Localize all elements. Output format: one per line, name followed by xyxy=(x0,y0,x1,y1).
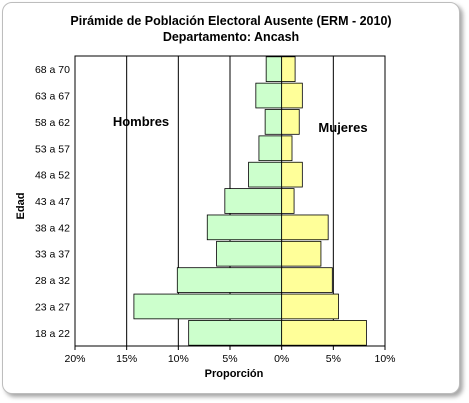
x-tick-label: 20% xyxy=(64,353,85,365)
bar-hombres xyxy=(133,293,283,320)
bar-hombres xyxy=(206,214,283,241)
x-tick-label: 10% xyxy=(374,353,395,365)
bar-mujeres xyxy=(281,214,329,241)
bar-hombres xyxy=(265,56,283,82)
chart-title: Pirámide de Población Electoral Ausente … xyxy=(70,14,391,28)
bar-mujeres xyxy=(281,240,322,267)
legend-label-women: Mujeres xyxy=(318,120,367,135)
chart-subtitle: Departamento: Ancash xyxy=(163,30,299,44)
y-tick-label: 33 a 37 xyxy=(35,249,70,261)
bar-mujeres xyxy=(281,161,303,188)
bar-mujeres xyxy=(281,188,295,214)
bar-hombres xyxy=(216,240,283,267)
bar-mujeres xyxy=(281,82,303,109)
chart-frame: Pirámide de Población Electoral Ausente … xyxy=(2,2,460,394)
bar-mujeres xyxy=(281,293,339,320)
y-tick-label: 43 a 47 xyxy=(35,196,70,208)
y-tick-label: 18 a 22 xyxy=(35,328,70,340)
bar-mujeres xyxy=(281,109,300,135)
x-tick-label: 5% xyxy=(222,353,237,365)
x-tick-label: 15% xyxy=(116,353,137,365)
x-tick-label: 10% xyxy=(168,353,189,365)
bar-hombres xyxy=(248,161,283,188)
bar-mujeres xyxy=(281,320,367,346)
x-tick-label: 5% xyxy=(326,353,341,365)
y-tick-label: 23 a 27 xyxy=(35,301,70,313)
y-tick-label: 38 a 42 xyxy=(35,222,70,234)
bar-hombres xyxy=(255,82,283,109)
y-tick-label: 63 a 67 xyxy=(35,91,70,103)
y-tick-label: 53 a 57 xyxy=(35,143,70,155)
bar-hombres xyxy=(258,135,283,162)
y-tick-label: 68 a 70 xyxy=(35,64,70,76)
bar-hombres xyxy=(188,320,283,346)
x-axis-title: Proporción xyxy=(205,368,264,380)
y-tick-label: 28 a 32 xyxy=(35,275,70,287)
y-axis-title: Edad xyxy=(15,193,27,220)
bar-hombres xyxy=(224,188,283,214)
y-tick-label: 58 a 62 xyxy=(35,117,70,129)
plot-area: 18 a 22 23 a 27 28 a 32 33 a 37 38 a 42 43 a … xyxy=(35,55,396,365)
bar-hombres xyxy=(176,267,283,293)
y-tick-label: 48 a 52 xyxy=(35,170,70,182)
x-tick-label: 0% xyxy=(274,353,289,365)
population-pyramid-chart: Pirámide de Población Electoral Ausente … xyxy=(15,14,396,380)
bar-mujeres xyxy=(281,267,333,293)
bar-mujeres xyxy=(281,56,296,82)
legend-label-men: Hombres xyxy=(113,114,169,129)
bar-hombres xyxy=(264,109,283,135)
bar-mujeres xyxy=(281,135,293,162)
